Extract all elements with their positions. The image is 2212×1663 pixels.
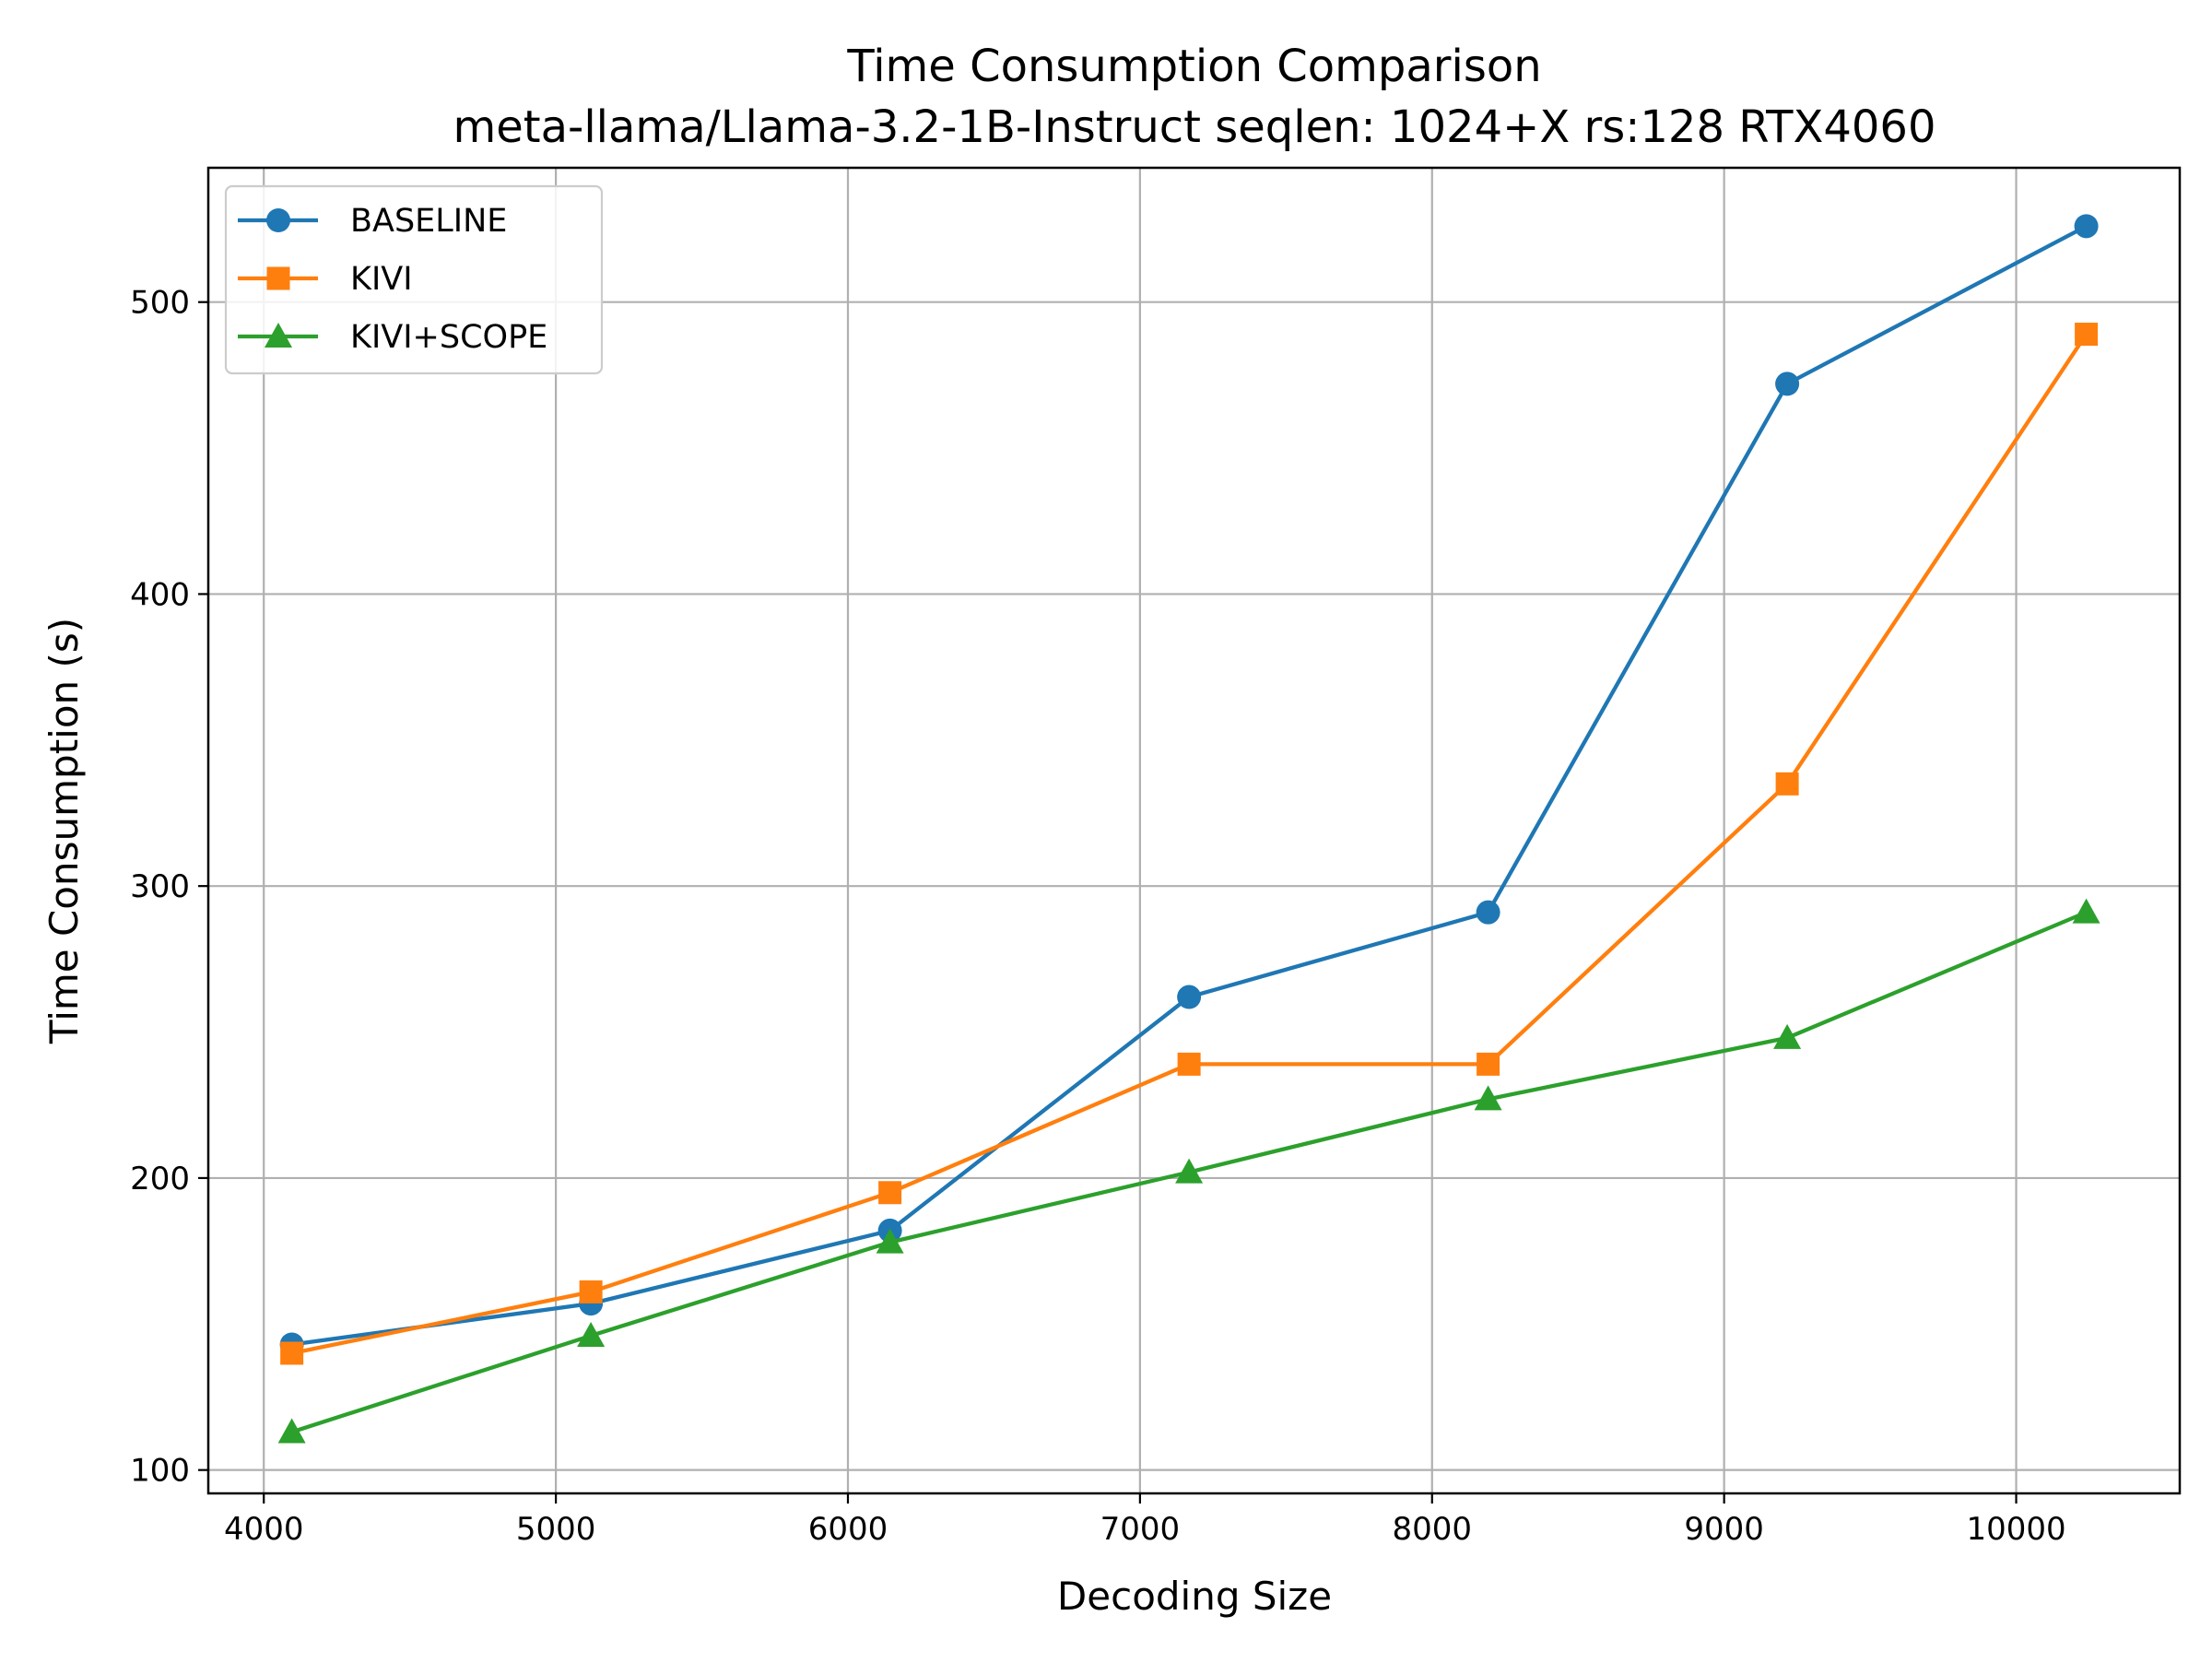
data-point-kivi-scope: [1474, 1085, 1502, 1111]
data-point-kivi-scope: [577, 1321, 606, 1347]
legend-entry-baseline: BASELINE: [238, 203, 507, 240]
data-point-kivi-scope: [1175, 1158, 1204, 1184]
x-tick-label: 7000: [1100, 1511, 1181, 1548]
data-point-kivi: [878, 1181, 902, 1205]
legend-marker: [266, 266, 290, 290]
data-point-kivi: [280, 1341, 304, 1365]
data-point-kivi-scope: [277, 1418, 306, 1444]
data-point-kivi: [1177, 1052, 1201, 1076]
x-tick-label: 4000: [224, 1511, 304, 1548]
x-tick-label: 5000: [516, 1511, 596, 1548]
x-axis-label: Decoding Size: [1057, 1574, 1332, 1619]
legend-entry-kivi-scope: KIVI+SCOPE: [238, 319, 547, 356]
legend-label: BASELINE: [350, 203, 507, 240]
x-tick-label: 10000: [1966, 1511, 2065, 1548]
legend-marker: [265, 323, 292, 348]
y-tick-label: 200: [130, 1161, 190, 1197]
grid-lines: [208, 168, 2180, 1493]
series-kivi-scope: [277, 898, 2100, 1444]
legend-box: [224, 184, 604, 375]
x-tick-label: 8000: [1392, 1511, 1472, 1548]
y-tick-label: 500: [130, 285, 190, 322]
data-point-kivi: [2075, 323, 2099, 347]
y-tick-label: 400: [130, 576, 190, 613]
legend: BASELINE KIVI KIVI+SCOPE: [224, 184, 604, 375]
x-tick-label: 9000: [1684, 1511, 1764, 1548]
data-point-baseline: [1476, 900, 1500, 925]
y-axis: 100 200 300 400 500: [130, 285, 208, 1490]
data-point-baseline: [2074, 214, 2099, 239]
chart-subtitle: meta-llama/Llama-3.2-1B-Instruct seqlen:…: [453, 101, 1936, 153]
data-point-baseline: [1775, 372, 1800, 396]
data-point-kivi: [1775, 772, 1799, 796]
plot-frame: [206, 166, 2182, 1495]
series-kivi: [280, 323, 2099, 1365]
data-point-kivi-scope: [1773, 1023, 1802, 1049]
legend-label: KIVI: [350, 261, 413, 298]
x-axis: 4000 5000 6000 7000 8000 9000 10000: [224, 1493, 2066, 1548]
legend-label: KIVI+SCOPE: [350, 319, 547, 356]
data-point-baseline: [1177, 985, 1202, 1009]
data-point-kivi-scope: [2072, 898, 2100, 924]
y-tick-label: 100: [130, 1453, 190, 1490]
chart-title: Time Consumption Comparison: [846, 41, 1541, 92]
legend-entry-kivi: KIVI: [238, 261, 413, 298]
data-point-kivi-scope: [876, 1228, 904, 1254]
series-layer: [277, 214, 2100, 1444]
y-axis-label: Time Consumption (s): [41, 618, 87, 1044]
legend-marker: [266, 208, 290, 232]
y-tick-label: 300: [130, 868, 190, 905]
data-point-kivi: [1477, 1052, 1500, 1076]
x-tick-label: 6000: [808, 1511, 888, 1548]
data-point-kivi: [579, 1280, 603, 1303]
